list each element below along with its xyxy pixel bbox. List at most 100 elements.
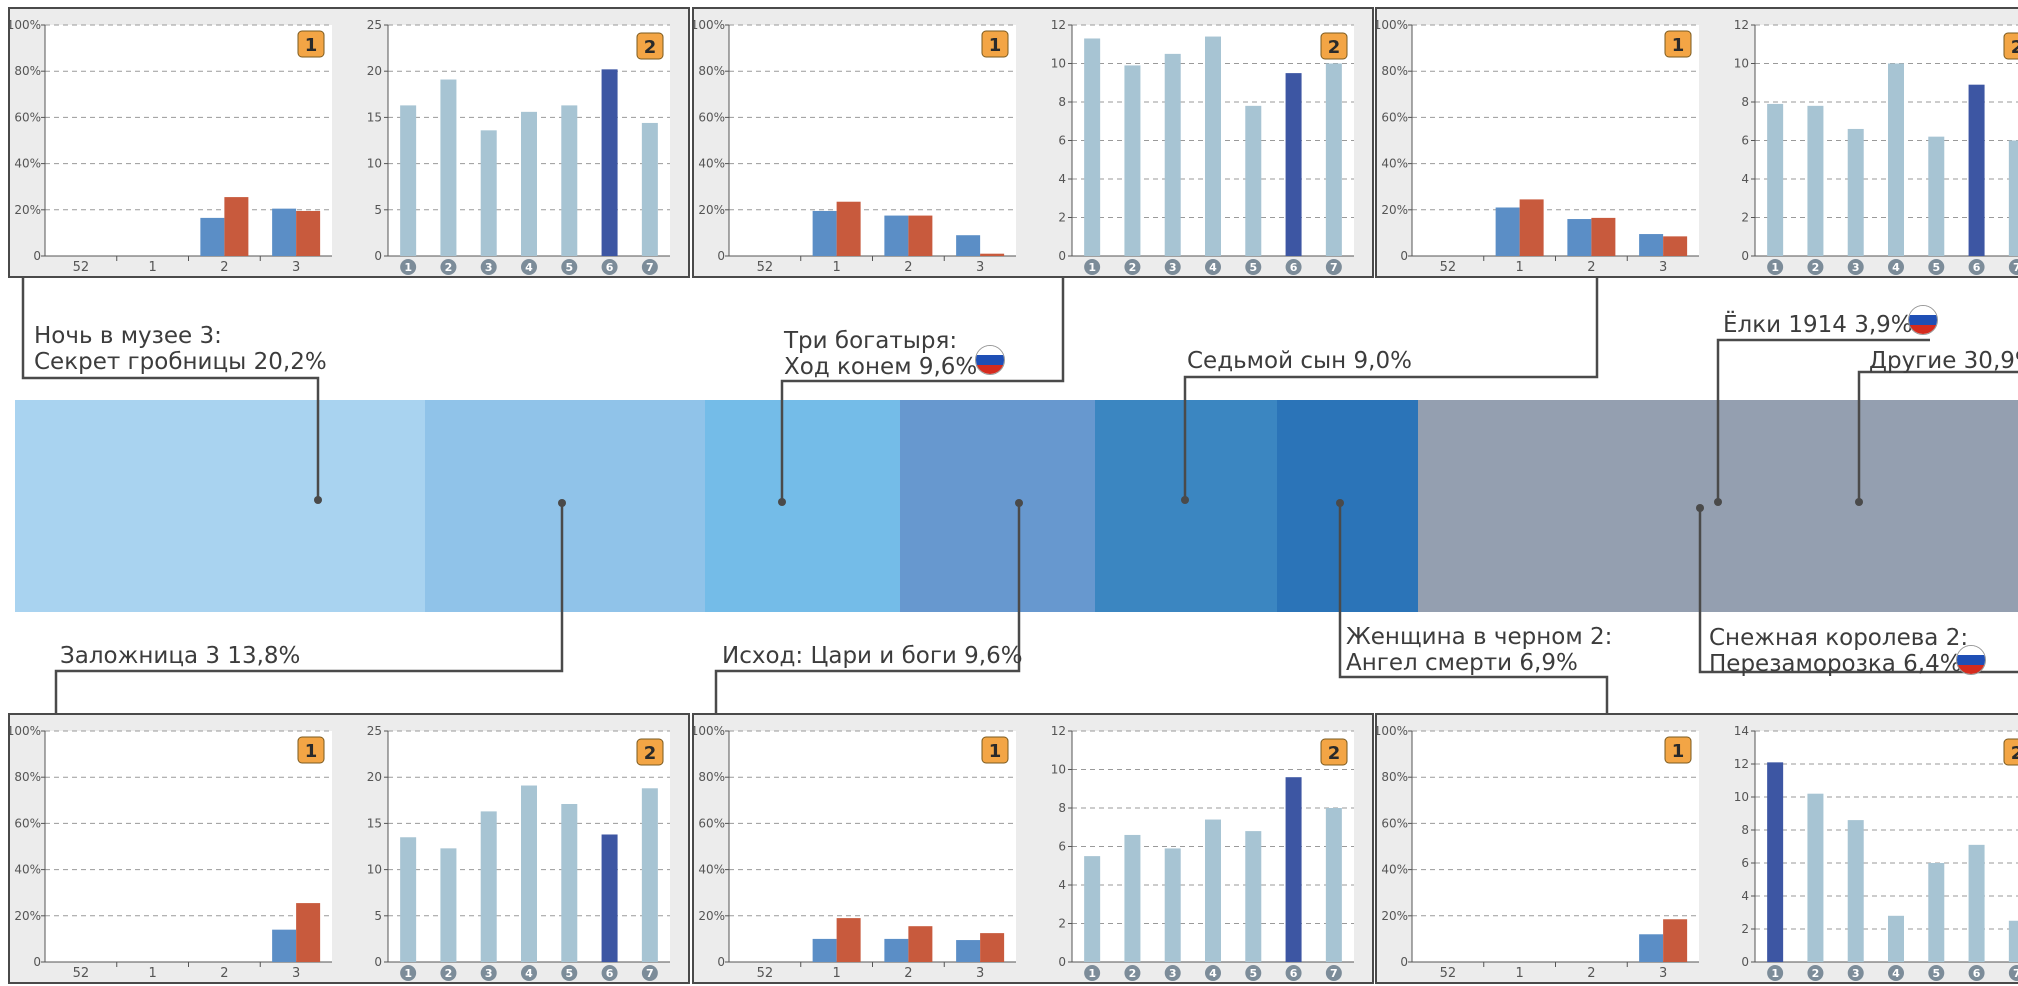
day-marker — [480, 965, 497, 981]
connector-zhensh — [1338, 503, 1609, 713]
badge-box — [1664, 30, 1692, 58]
day-label: 5 — [565, 261, 573, 274]
chart1-plot-area — [729, 25, 1016, 256]
x-tick-label: 3 — [1659, 260, 1667, 275]
day-marker — [1245, 965, 1262, 981]
y-tick-label: 0 — [33, 955, 41, 969]
label-bogat: Три богатыря: Ход конем 9,6% — [784, 328, 977, 380]
day-marker — [1084, 965, 1101, 981]
bar — [1519, 199, 1544, 256]
x-tick-label: 2 — [904, 966, 912, 981]
day-marker — [1164, 259, 1181, 275]
badge-number: 1 — [305, 741, 318, 762]
day-label: 4 — [1209, 261, 1217, 274]
day-marker — [641, 965, 658, 981]
chart-badge: 1 — [297, 30, 325, 58]
y-tick-label: 0 — [1400, 249, 1408, 263]
y-tick-label: 15 — [367, 816, 382, 830]
y-tick-label: 0 — [1400, 955, 1408, 969]
bar — [884, 938, 909, 962]
bar — [1245, 105, 1262, 256]
connector-dot — [1336, 499, 1344, 507]
x-tick-label: 3 — [976, 966, 984, 981]
day-marker — [641, 259, 658, 275]
bar — [1325, 63, 1342, 256]
x-tick-label: 52 — [757, 966, 774, 981]
bar — [2008, 920, 2018, 962]
y-tick-label: 12 — [1734, 757, 1749, 771]
bar — [1928, 136, 1945, 256]
bar — [980, 253, 1005, 256]
y-tick-label: 0 — [374, 249, 382, 263]
day-marker — [440, 965, 457, 981]
label-line: Секрет гробницы 20,2% — [34, 349, 327, 375]
y-tick-label: 100% — [694, 724, 725, 738]
bar — [601, 69, 618, 256]
day-label: 4 — [1892, 967, 1900, 980]
day-label: 4 — [1209, 967, 1217, 980]
day-marker — [440, 259, 457, 275]
day-label: 4 — [1892, 261, 1900, 274]
badge-box — [1320, 738, 1348, 766]
bar — [272, 929, 297, 962]
bar — [641, 122, 658, 256]
y-tick-label: 80% — [14, 64, 41, 78]
y-tick-label: 0 — [717, 955, 725, 969]
y-tick-label: 10 — [1051, 763, 1066, 777]
day-label: 7 — [2013, 967, 2018, 980]
y-tick-label: 100% — [1377, 18, 1408, 32]
connector-dot — [1855, 498, 1863, 506]
day-label: 3 — [1852, 261, 1860, 274]
badge-number: 2 — [644, 743, 657, 764]
day-marker — [521, 259, 537, 275]
day-label: 2 — [1129, 261, 1137, 274]
day-marker — [1124, 965, 1141, 981]
day-label: 1 — [1088, 967, 1096, 980]
y-tick-label: 6 — [1741, 134, 1749, 148]
day-label: 7 — [1330, 261, 1338, 274]
chart1-plot-area — [1412, 731, 1699, 962]
day-marker — [1124, 259, 1141, 275]
x-tick-label: 2 — [220, 260, 228, 275]
bar — [400, 105, 417, 256]
day-marker — [1767, 259, 1784, 275]
chart-badge: 2 — [2003, 32, 2018, 60]
day-marker — [521, 965, 537, 981]
y-tick-label: 10 — [1734, 790, 1749, 804]
y-tick-label: 10 — [1734, 57, 1749, 71]
day-marker — [1847, 965, 1864, 981]
label-line: Ход конем 9,6% — [784, 354, 978, 380]
x-tick-label: 52 — [1440, 260, 1457, 275]
day-label: 2 — [1129, 967, 1137, 980]
connector-dot — [314, 496, 322, 504]
bar — [521, 785, 537, 962]
connector-drugie — [1857, 370, 2018, 502]
bar — [296, 903, 321, 962]
label-line: Ангел смерти 6,9% — [1346, 650, 1578, 676]
label-line: Седьмой сын 9,0% — [1187, 348, 1412, 374]
y-tick-label: 4 — [1741, 889, 1749, 903]
x-tick-label: 3 — [292, 966, 300, 981]
day-marker — [1847, 259, 1864, 275]
y-tick-label: 0 — [1741, 249, 1749, 263]
label-snezh: Снежная королева 2: Перезаморозка 6,4% — [1709, 625, 1968, 677]
connector-bogat — [780, 278, 1065, 502]
stripe-segment — [425, 400, 707, 612]
day-label: 3 — [1169, 261, 1177, 274]
x-tick-label: 3 — [292, 260, 300, 275]
y-tick-label: 40% — [14, 863, 41, 877]
bar — [601, 834, 618, 962]
connector-zalozh — [54, 503, 564, 713]
y-tick-label: 80% — [698, 64, 725, 78]
y-tick-label: 4 — [1741, 172, 1749, 186]
day-marker — [1285, 259, 1302, 275]
y-tick-label: 5 — [374, 909, 382, 923]
x-tick-label: 1 — [148, 966, 156, 981]
bar — [1124, 834, 1141, 962]
label-line: Ночь в музее 3: — [34, 323, 222, 349]
bar — [812, 938, 837, 962]
y-tick-label: 80% — [14, 770, 41, 784]
badge-box — [981, 736, 1009, 764]
bar — [1807, 105, 1824, 256]
